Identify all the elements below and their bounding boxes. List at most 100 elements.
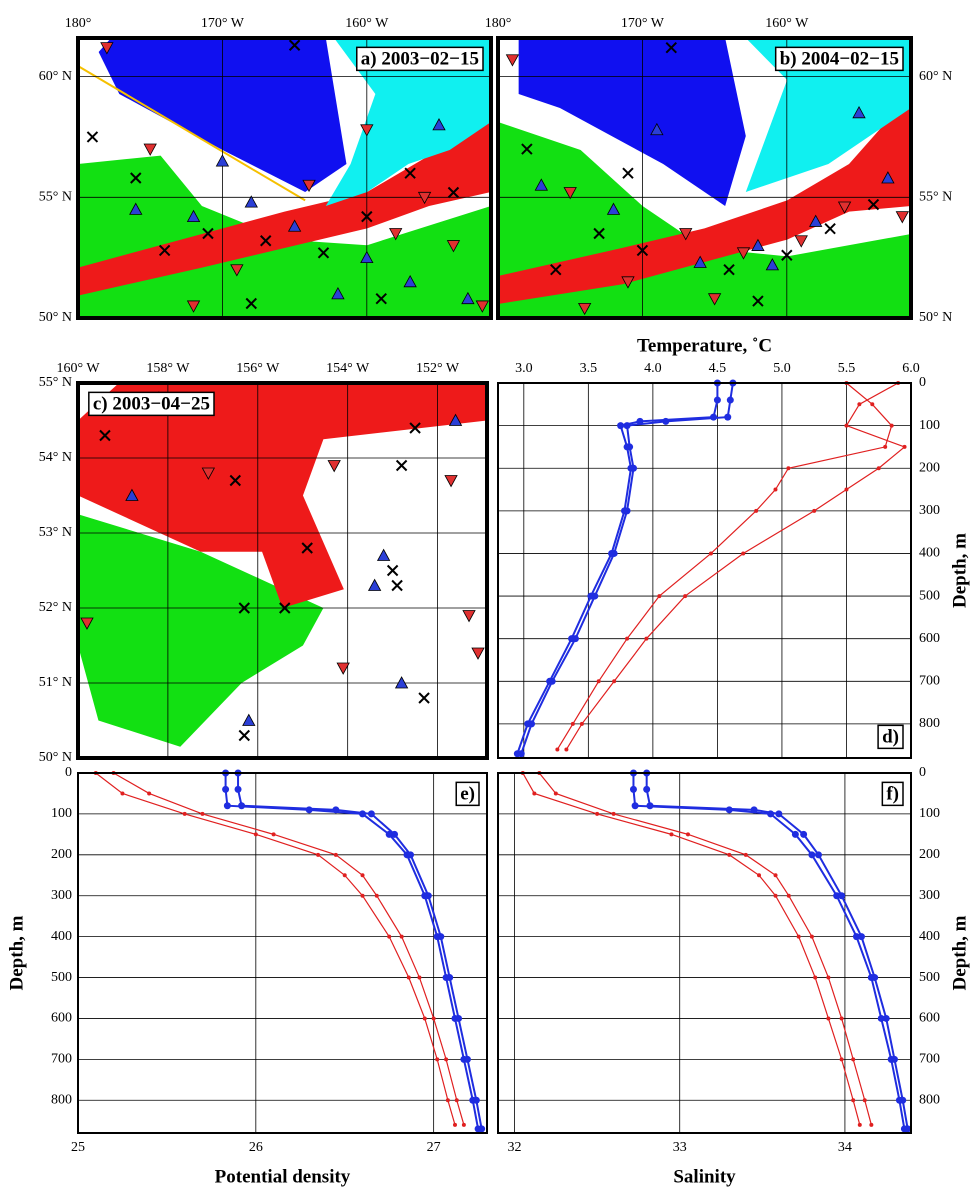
profile-point [513, 750, 521, 758]
profile-point [472, 1096, 480, 1104]
profile-point [431, 1016, 436, 1021]
profile-point [478, 1125, 486, 1133]
profile-point [391, 830, 399, 838]
profile-point [826, 1016, 831, 1021]
cross-marker [867, 198, 880, 211]
profile-point [424, 892, 432, 900]
profile-point [844, 487, 849, 492]
triangle-down-marker [563, 187, 577, 200]
triangle-up-marker [650, 122, 664, 136]
x-tick-label: 180° [485, 16, 512, 31]
profile-point [333, 852, 338, 857]
x-tick-label: 34 [838, 1140, 852, 1155]
cross-marker [404, 167, 416, 179]
cross-marker [521, 143, 533, 155]
y-tick-label: 500 [919, 588, 940, 603]
y-tick-label: 53° N [39, 525, 72, 540]
y-tick-label: 300 [51, 888, 72, 903]
cross-marker [395, 459, 408, 472]
y-tick-label: 0 [65, 765, 72, 780]
profile-point [455, 1014, 463, 1022]
cross-marker [593, 227, 605, 240]
profile-point [862, 1098, 867, 1103]
profile-point [852, 933, 860, 941]
profile-point [553, 791, 558, 796]
cross-marker [317, 247, 330, 259]
profile-point [857, 933, 865, 941]
profile-point [839, 1057, 844, 1062]
profile-point [555, 747, 560, 752]
profile-point [812, 508, 817, 513]
panel: 25 26 27 0 100 200 300 400 500 600 700 800 e) Potenti… [6, 765, 488, 1187]
panel-background [78, 773, 487, 1133]
profile-point [147, 791, 152, 796]
x-tick-label: 160° W [56, 361, 100, 376]
cross-marker [158, 244, 171, 257]
profile-point [399, 934, 404, 939]
x-tick-label: 170° W [201, 16, 245, 31]
cross-marker [752, 295, 764, 307]
profile-point [182, 811, 187, 816]
panel: 3.0 3.5 4.0 4.5 5.0 5.5 6.00 100 200 300 400 500 600… [497, 335, 970, 759]
profile-point [904, 1125, 912, 1133]
profile-point [454, 1098, 459, 1103]
profile-point [882, 1014, 890, 1022]
y-tick-label: 55° N [39, 190, 72, 205]
x-tick-label: 158° W [146, 361, 190, 376]
profile-point [871, 974, 879, 982]
profile-point [685, 832, 690, 837]
profile-point [636, 417, 644, 425]
triangle-down-marker [837, 201, 852, 214]
x-tick-label: 26 [249, 1140, 263, 1155]
profile-point [813, 975, 818, 980]
cross-marker [245, 297, 257, 310]
cross-marker [260, 235, 272, 247]
profile-point [808, 851, 816, 859]
y-tick-label: 52° N [39, 600, 72, 615]
cross-marker [665, 41, 677, 54]
profile-point [417, 975, 422, 980]
y-tick-label: 400 [919, 546, 940, 561]
profile-point [422, 1016, 427, 1021]
profile-point [360, 873, 365, 878]
panel-frame [496, 36, 913, 320]
triangle-up-marker [765, 258, 780, 271]
y-tick-label: 100 [51, 806, 72, 821]
triangle-down-marker [471, 647, 485, 660]
profile-point [437, 933, 445, 941]
tracer-region [518, 38, 746, 206]
triangle-down-marker [577, 302, 592, 316]
profile-point [757, 873, 762, 878]
label-box [881, 781, 904, 807]
profile-point [222, 785, 230, 793]
profile-point [587, 592, 595, 600]
y-tick-label: 300 [919, 888, 940, 903]
profile-point [360, 893, 365, 898]
cross-marker [622, 167, 634, 179]
profile-point [570, 721, 575, 726]
x-tick-label: 180° [65, 16, 92, 31]
profile-point [406, 975, 411, 980]
cross-marker [636, 244, 649, 257]
label-box [774, 46, 904, 72]
cross-marker [361, 210, 373, 223]
x-tick-label: 32 [508, 1140, 522, 1155]
profile-point [627, 464, 635, 472]
y-tick-label: 400 [51, 929, 72, 944]
triangle-up-marker [129, 202, 143, 215]
panel: 180° 170° W 160° W 50° N 55° N 60° N b) 2004−0… [485, 16, 953, 325]
profile-point [608, 549, 616, 557]
profile-point [200, 811, 205, 816]
section-line [77, 65, 306, 202]
y-tick-label: 54° N [39, 450, 72, 465]
panel-frame [497, 382, 912, 759]
profile-point [710, 413, 718, 421]
y-tick-label: 600 [51, 1011, 72, 1026]
cross-marker [99, 429, 111, 442]
y-tick-label: 50° N [919, 310, 952, 325]
profile-point [253, 832, 258, 837]
x-tick-label: 152° W [416, 361, 460, 376]
triangle-up-marker [534, 178, 548, 191]
triangle-up-marker [852, 105, 866, 119]
